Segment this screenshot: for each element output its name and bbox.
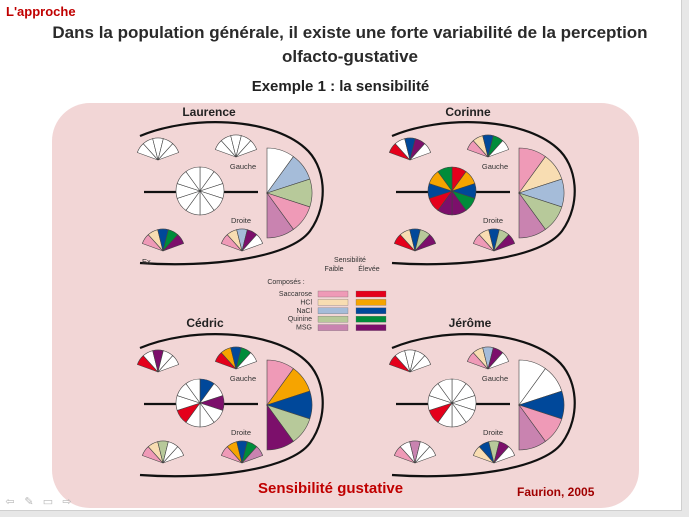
label-droite: Droite (483, 216, 503, 225)
center-wheel-segment (185, 166, 201, 192)
legend-row-label: HCl (300, 299, 312, 306)
tongue-outline (391, 333, 576, 478)
tongue-outline (139, 333, 324, 478)
label-droite: Droite (483, 428, 503, 437)
center-wheel-segment (437, 166, 453, 192)
legend-row-label: Saccarose (279, 291, 312, 298)
lower-left-fan-segment (414, 446, 437, 464)
source-citation: Faurion, 2005 (517, 485, 595, 499)
lower-left-fan-segment (162, 446, 185, 464)
upper-right-fan-segment (487, 352, 510, 370)
legend-swatch-elevee (355, 299, 387, 306)
tongue-tip-fan-segment (266, 404, 294, 451)
pen-icon[interactable]: ✎ (24, 496, 34, 508)
upper-left-fan-segment (409, 355, 432, 373)
subject-name: Laurence (182, 105, 236, 119)
upper-right-fan-segment (235, 352, 258, 370)
legend-row-label: Quinine (288, 316, 312, 323)
upper-left-fan-segment (157, 143, 180, 161)
section-label: L'approche (6, 4, 76, 19)
subject-name: Jérôme (449, 316, 492, 330)
legend-swatch-elevee (355, 290, 387, 298)
lower-right-fan-segment (241, 234, 264, 252)
legend-col-elevee: Élevée (358, 264, 380, 273)
lower-left-fan-segment (414, 234, 437, 252)
legend-swatch-faible (317, 299, 349, 306)
tongue-tip-fan-segment (266, 192, 294, 239)
previous-arrow-icon[interactable]: ⇦ (5, 496, 15, 508)
label-gauche: Gauche (482, 374, 508, 383)
menu-icon[interactable]: ▭ (42, 496, 54, 508)
legend-swatch-faible (317, 290, 349, 298)
figure-caption: Sensibilité gustative (258, 480, 404, 497)
label-droite: Droite (231, 428, 251, 437)
upper-right-fan-segment (487, 140, 510, 158)
tongue-tip-fan-segment (518, 404, 546, 451)
upper-right-fan-segment (235, 140, 258, 158)
slide-title: Dans la population générale, il existe u… (52, 23, 648, 66)
lower-right-fan-segment (241, 446, 264, 464)
tongue-tip-fan-segment (518, 192, 546, 239)
lower-left-fan-segment (162, 234, 185, 252)
legend-swatch-faible (317, 324, 349, 331)
upper-left-fan-segment (157, 355, 180, 373)
center-wheel-segment (437, 378, 453, 404)
subject-name: Corinne (445, 105, 491, 119)
upper-left-fan-segment (409, 143, 432, 161)
label-gauche: Gauche (482, 162, 508, 171)
label-droite: Droite (231, 216, 251, 225)
tongue-outline (391, 121, 576, 266)
subject-name: Cédric (186, 316, 224, 330)
legend-header: Sensibilité (334, 257, 366, 264)
legend-swatch-faible (317, 316, 349, 323)
label-gauche: Gauche (230, 374, 256, 383)
slide: L'approche Dans la population générale, … (0, 0, 682, 511)
legend-row-label: NaCl (296, 308, 312, 315)
label-gauche: Gauche (230, 162, 256, 171)
legend-row-label: MSG (296, 325, 312, 332)
legend-composes: Composés : (267, 279, 304, 286)
lower-right-fan-segment (493, 234, 516, 252)
ruler-caption: Ex (142, 257, 151, 266)
legend-swatch-elevee (355, 307, 387, 314)
legend-swatch-elevee (355, 324, 387, 331)
legend-swatch-faible (317, 307, 349, 314)
slide-subtitle: Exemple 1 : la sensibilité (251, 78, 430, 95)
tongue-map-figure: Laurence Gauche Droite Corinne Gauche Droite C… (136, 105, 576, 478)
legend-swatch-elevee (355, 316, 387, 323)
next-arrow-icon[interactable]: ⇨ (62, 496, 72, 508)
legend-col-faible: Faible (324, 266, 343, 273)
center-wheel-segment (185, 378, 201, 404)
lower-right-fan-segment (493, 446, 516, 464)
tongue-outline (139, 121, 324, 266)
